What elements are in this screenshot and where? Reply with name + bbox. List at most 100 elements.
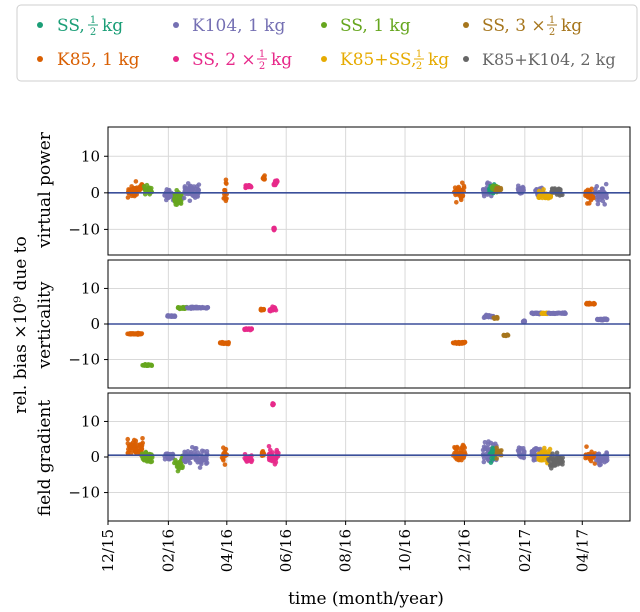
data-point-k85_1 — [459, 457, 464, 463]
data-point-k104_1 — [184, 187, 190, 193]
data-point-k104_1 — [530, 311, 536, 316]
legend-marker — [37, 56, 43, 62]
y-tick-label: 10 — [81, 279, 100, 297]
data-point-k85_1 — [459, 195, 464, 200]
legend-entry-k85: K85, 1 kg — [37, 50, 140, 70]
data-point-ss_3half — [494, 456, 499, 461]
data-point-k104_1 — [172, 313, 178, 319]
legend-entry-k85-k104: K85+K104, 2 kg — [463, 50, 616, 69]
data-point-ss_1 — [176, 460, 181, 466]
data-point-k104_1 — [194, 305, 200, 311]
data-point-k104_1 — [595, 201, 601, 207]
legend-marker — [321, 22, 327, 28]
data-point-k85_1 — [261, 175, 266, 180]
data-point-k104_1 — [485, 180, 490, 186]
data-point-k85_1 — [459, 444, 465, 450]
data-point-ss_3half — [495, 186, 500, 192]
legend-frame — [16, 4, 638, 82]
data-point-k85_1 — [590, 194, 596, 199]
y-tick-label: −10 — [68, 351, 100, 369]
data-point-k85_1 — [125, 195, 131, 200]
data-point-k85ss_half — [541, 187, 546, 192]
data-point-ss_half — [490, 445, 496, 451]
data-point-ss_1 — [144, 363, 150, 369]
legend-marker — [173, 56, 179, 62]
legend-frac-num: 1 — [259, 49, 265, 60]
data-point-k104_1 — [600, 198, 606, 204]
panel-frame — [107, 259, 631, 389]
legend-frac-den: 2 — [90, 27, 96, 38]
x-tick-label: 06/16 — [277, 529, 295, 572]
data-point-k104_1 — [200, 305, 206, 310]
data-point-k85_1 — [586, 201, 592, 206]
data-point-k104_1 — [531, 447, 537, 453]
legend: SS, 1 2 kg K104, 1 kg SS, 1 kg SS, 3 × 1… — [16, 4, 638, 82]
data-point-k85_1 — [459, 180, 465, 186]
data-point-k85_1 — [588, 458, 594, 464]
data-point-k104_1 — [187, 198, 193, 204]
data-point-ss_2half — [272, 462, 278, 467]
data-point-k85_1 — [137, 188, 142, 193]
data-point-ss_2half — [245, 458, 250, 464]
x-tick-label: 04/17 — [573, 529, 591, 572]
data-point-k104_1 — [198, 460, 204, 465]
legend-unit: kg — [428, 50, 449, 70]
data-point-k104_1 — [196, 187, 202, 193]
data-point-k85_1 — [222, 462, 228, 467]
data-point-ss_1 — [490, 183, 496, 189]
data-point-k104_1 — [551, 311, 556, 316]
data-point-ss_1 — [147, 185, 152, 191]
data-point-ss_2half — [247, 183, 252, 189]
data-point-k85_1 — [452, 340, 457, 346]
panel-1: 10 0 −10 — [68, 126, 631, 256]
data-point-ss_1 — [176, 306, 182, 311]
data-point-k104_1 — [202, 455, 207, 460]
data-point-k104_1 — [602, 202, 607, 207]
data-point-k104_1 — [192, 446, 198, 451]
legend-marker — [463, 56, 469, 62]
data-point-k85k104_2 — [551, 186, 556, 192]
data-point-k85_1 — [459, 187, 465, 193]
y-tick-label: 10 — [81, 412, 100, 430]
legend-label: K85+SS, — [340, 50, 416, 70]
legend-entry-ss-3half: SS, 3 × 1 2 kg — [463, 15, 582, 38]
data-point-k85k104_2 — [552, 454, 558, 460]
data-point-k104_1 — [167, 313, 173, 319]
data-point-k85_1 — [219, 339, 225, 345]
y-tick-label: 0 — [90, 448, 100, 466]
data-point-k85_1 — [223, 196, 229, 202]
legend-entry-k104: K104, 1 kg — [173, 16, 285, 36]
y-axis-label-group: virtual power rel. bias ×10⁹ due to vert… — [11, 131, 55, 516]
data-point-k104_1 — [521, 318, 526, 324]
x-tick-label: 02/17 — [516, 529, 534, 572]
x-tick-label: 12/15 — [99, 529, 117, 572]
data-point-ss_half — [488, 460, 494, 465]
legend-frac-num: 1 — [416, 49, 422, 60]
data-point-k104_1 — [183, 450, 188, 456]
data-point-k85_1 — [591, 300, 597, 306]
data-point-k104_1 — [486, 314, 491, 320]
data-point-k104_1 — [181, 457, 187, 463]
data-point-ss_2half — [245, 327, 250, 332]
legend-marker — [37, 22, 43, 28]
data-point-k85_1 — [125, 436, 131, 442]
legend-label: SS, 3 × — [482, 16, 546, 36]
legend-frac-num: 1 — [90, 15, 96, 26]
data-point-ss_2half — [268, 458, 273, 463]
legend-entry-ss-1: SS, 1 kg — [321, 16, 411, 36]
data-point-ss_1 — [174, 187, 179, 193]
data-point-ss_1 — [140, 362, 146, 368]
y-tick-label: 10 — [81, 147, 100, 165]
data-point-k85_1 — [459, 341, 465, 346]
data-point-k104_1 — [595, 197, 600, 203]
data-point-ss_3half — [492, 316, 497, 322]
data-point-ss_2half — [268, 308, 273, 314]
data-point-k104_1 — [204, 461, 209, 466]
x-axis-label: time (month/year) — [288, 589, 444, 609]
data-point-k104_1 — [600, 186, 605, 191]
data-point-ss_2half — [272, 456, 277, 462]
x-tick-label: 10/16 — [396, 529, 414, 572]
x-axis-ticks: 12/15 02/16 04/16 06/16 08/16 10/16 12/16 02/17… — [99, 521, 591, 572]
data-point-k104_1 — [481, 193, 487, 199]
